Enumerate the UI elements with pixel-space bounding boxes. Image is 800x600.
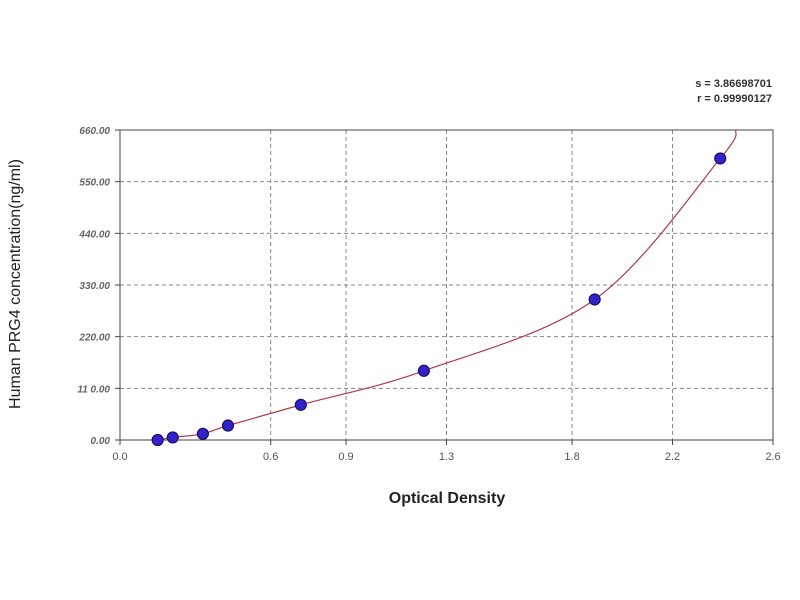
data-point [588,293,601,306]
y-tick-label: 550.00 [79,178,110,189]
x-tick-label: 2.6 [765,451,780,463]
x-tick-labels: 0.0 0.6 0.9 1.3 1.8 2.2 2.6 [112,451,780,463]
data-point [151,433,164,447]
x-axis-label: Optical Density [389,490,506,507]
s-value: s = 3.86698701 [695,78,772,90]
y-axis-label: Human PRG4 concentration(ng/ml) [7,159,24,409]
fit-curve [157,129,737,440]
y-tick-label: 660.00 [79,126,110,137]
plot-frame [119,129,774,441]
x-tick-label: 0.9 [338,451,353,463]
x-tick-label: 1.8 [564,451,579,463]
y-tick-label: 440.00 [78,229,110,240]
y-tick-label: 220.00 [78,333,110,344]
data-point [714,152,727,165]
data-point [196,427,209,440]
fit-statistics: s = 3.86698701 r = 0.99990127 [695,77,772,107]
x-tick-label: 0.6 [263,451,278,463]
x-tick-label: 0.0 [112,451,127,463]
data-point [417,364,430,377]
data-points [151,152,727,447]
x-tick-label: 2.2 [665,451,680,463]
y-tick-label: 0.00 [91,436,111,447]
r-value: r = 0.99990127 [697,93,772,105]
data-point [294,398,307,411]
x-tick-label: 1.3 [439,451,454,463]
data-point [166,431,179,444]
y-tick-label: 11 0.00 [77,384,110,395]
y-tick-label: 330.00 [79,281,110,292]
grid-lines [120,130,773,440]
axes [115,129,774,445]
y-tick-labels: 0.00 11 0.00 220.00 330.00 440.00 550.00 660.0… [77,126,110,447]
data-point [221,419,235,432]
